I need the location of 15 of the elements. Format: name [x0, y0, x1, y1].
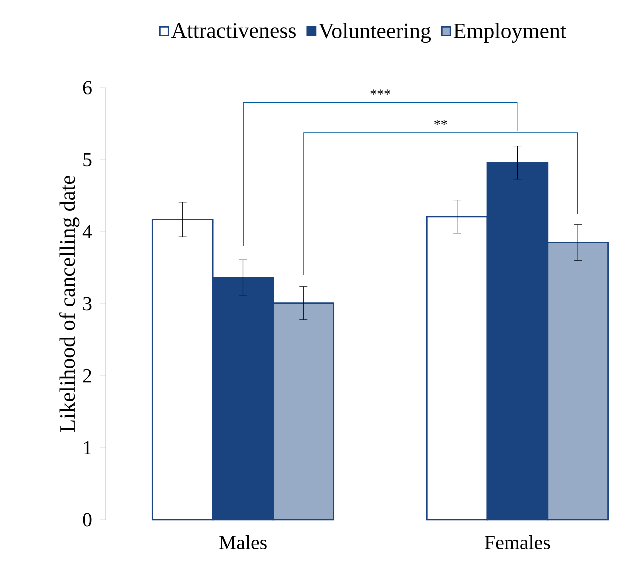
annotation: **	[434, 120, 448, 126]
y-tick-label: 4	[82, 225, 92, 239]
y-tick-label: 6	[83, 81, 92, 95]
y-axis-title: Likelihood of cancelling date	[60, 176, 80, 432]
legend-label: Attractiveness	[172, 23, 296, 38]
x-tick-label: Males	[219, 536, 267, 550]
x-tick-label: Females	[485, 536, 550, 550]
y-tick-label: 3	[83, 297, 92, 311]
y-tick-label: 1	[84, 441, 92, 455]
y-tick-label: 2	[83, 369, 92, 383]
y-tick-label: 5	[84, 153, 92, 167]
legend-label: Volunteering	[318, 23, 432, 44]
legend-label: Employment	[454, 23, 566, 44]
y-tick-label: 0	[83, 513, 92, 527]
annotation: ***	[370, 90, 390, 95]
